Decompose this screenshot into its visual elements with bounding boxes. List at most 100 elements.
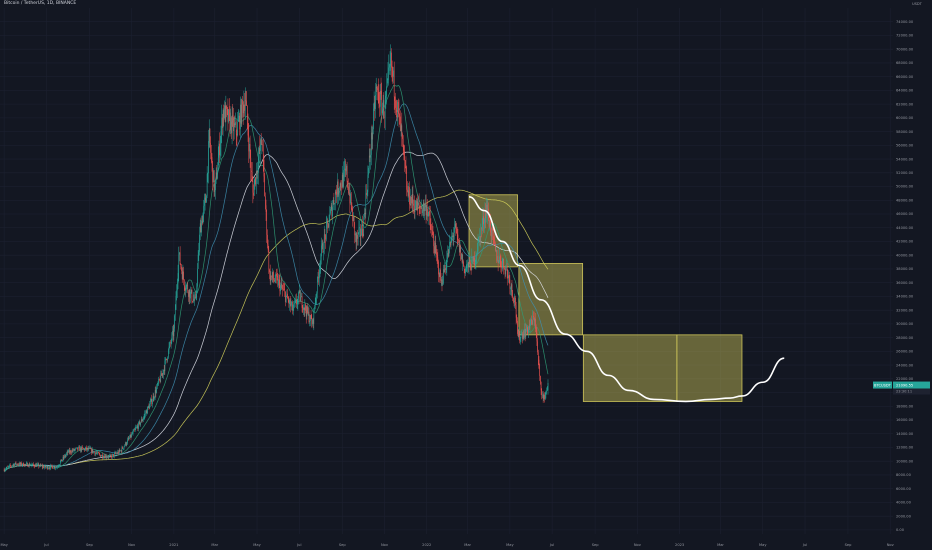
candle-body bbox=[519, 338, 521, 341]
moving-average-line bbox=[3, 189, 549, 472]
candle-body bbox=[503, 259, 504, 268]
candle-body bbox=[63, 456, 65, 458]
candle-body bbox=[274, 279, 275, 282]
candle-body bbox=[80, 447, 81, 451]
candle-body bbox=[100, 454, 101, 457]
candle-body bbox=[328, 221, 330, 228]
candle-body bbox=[29, 464, 31, 466]
candle-body bbox=[183, 271, 184, 281]
candle-body bbox=[301, 296, 302, 297]
candle-body bbox=[233, 117, 234, 132]
projection-box bbox=[676, 334, 743, 402]
candle-body bbox=[99, 453, 101, 455]
candle-body bbox=[263, 159, 265, 177]
candle-body bbox=[464, 269, 466, 274]
candle-body bbox=[201, 220, 202, 233]
candle-body bbox=[69, 450, 71, 453]
candle-body bbox=[152, 401, 153, 405]
candle-body bbox=[535, 329, 537, 333]
candle-body bbox=[467, 262, 468, 266]
candle-body bbox=[32, 463, 34, 465]
candle-body bbox=[477, 250, 478, 254]
candle-body bbox=[68, 450, 70, 453]
candle-body bbox=[399, 113, 401, 117]
candle-body bbox=[135, 427, 137, 430]
candle-body bbox=[204, 200, 205, 206]
candle-body bbox=[168, 346, 170, 350]
candle-body bbox=[318, 277, 319, 279]
candle-body bbox=[358, 228, 360, 233]
candle-body bbox=[225, 105, 227, 122]
candle-body bbox=[331, 205, 333, 217]
candle-body bbox=[154, 390, 156, 397]
candle-body bbox=[218, 143, 220, 158]
candle-body bbox=[193, 299, 195, 301]
candle-body bbox=[526, 325, 527, 332]
candle-body bbox=[483, 222, 485, 225]
candle-body bbox=[183, 280, 185, 288]
candle-body bbox=[142, 419, 144, 422]
candle-body bbox=[212, 161, 213, 183]
candle-body bbox=[362, 233, 364, 237]
candle-body bbox=[307, 311, 309, 313]
candle-body bbox=[247, 105, 248, 123]
candle-body bbox=[332, 207, 333, 217]
time-tick-label: May bbox=[0, 543, 8, 547]
candle-body bbox=[270, 275, 272, 282]
candle-body bbox=[353, 216, 354, 222]
candle-body bbox=[172, 330, 174, 337]
candle-body bbox=[210, 152, 212, 158]
candle-body bbox=[498, 262, 500, 264]
candle-body bbox=[200, 223, 202, 233]
candle-body bbox=[412, 194, 414, 204]
candle-body bbox=[526, 325, 528, 330]
candle-body bbox=[289, 299, 290, 304]
candle-body bbox=[423, 202, 425, 212]
candle-body bbox=[111, 455, 112, 458]
candle-body bbox=[475, 255, 477, 262]
candle-body bbox=[448, 246, 450, 256]
candle-body bbox=[406, 173, 407, 190]
candle-body bbox=[479, 236, 480, 237]
candle-body bbox=[118, 449, 120, 454]
candle-body bbox=[111, 454, 113, 458]
candle-body bbox=[256, 170, 258, 174]
candle-body bbox=[125, 442, 127, 445]
candle-body bbox=[123, 446, 125, 449]
candle-body bbox=[102, 454, 103, 458]
candle-body bbox=[100, 455, 102, 457]
candle-body bbox=[413, 205, 415, 213]
candle-body bbox=[507, 270, 509, 279]
candle-body bbox=[359, 227, 360, 229]
candle-body bbox=[19, 462, 20, 466]
candle-body bbox=[471, 257, 473, 271]
candle-body bbox=[404, 150, 405, 161]
candle-body bbox=[524, 329, 526, 337]
candle-body bbox=[447, 253, 448, 260]
candle-body bbox=[272, 272, 274, 279]
time-tick-label: Nov bbox=[634, 543, 642, 547]
candle-body bbox=[523, 334, 525, 338]
candle-body bbox=[74, 449, 76, 451]
candle-body bbox=[233, 123, 235, 132]
candle-body bbox=[59, 461, 61, 465]
candle-body bbox=[227, 109, 229, 122]
candle-body bbox=[199, 234, 200, 252]
candle-body bbox=[232, 115, 234, 118]
candle-body bbox=[165, 358, 167, 360]
candle-body bbox=[177, 283, 178, 291]
candle-body bbox=[367, 174, 369, 193]
price-tag-box bbox=[893, 381, 930, 389]
candle-body bbox=[173, 328, 175, 337]
candle-body bbox=[95, 452, 96, 455]
candle-body bbox=[24, 464, 26, 467]
candle-body bbox=[53, 466, 55, 469]
time-axis[interactable]: May Jul Sep Nov 2021 Mar May Jul Sep Nov 2022 Mar Ma… bbox=[0, 538, 895, 550]
price-axis[interactable]: USDT 0.00 2000.00 4000.00 6000.00 8000.00 1000… bbox=[893, 0, 932, 550]
candle-body bbox=[44, 466, 45, 468]
candle-body bbox=[8, 465, 10, 467]
candle-body bbox=[515, 297, 516, 306]
candle-body bbox=[362, 225, 363, 234]
candle-body bbox=[215, 172, 217, 180]
